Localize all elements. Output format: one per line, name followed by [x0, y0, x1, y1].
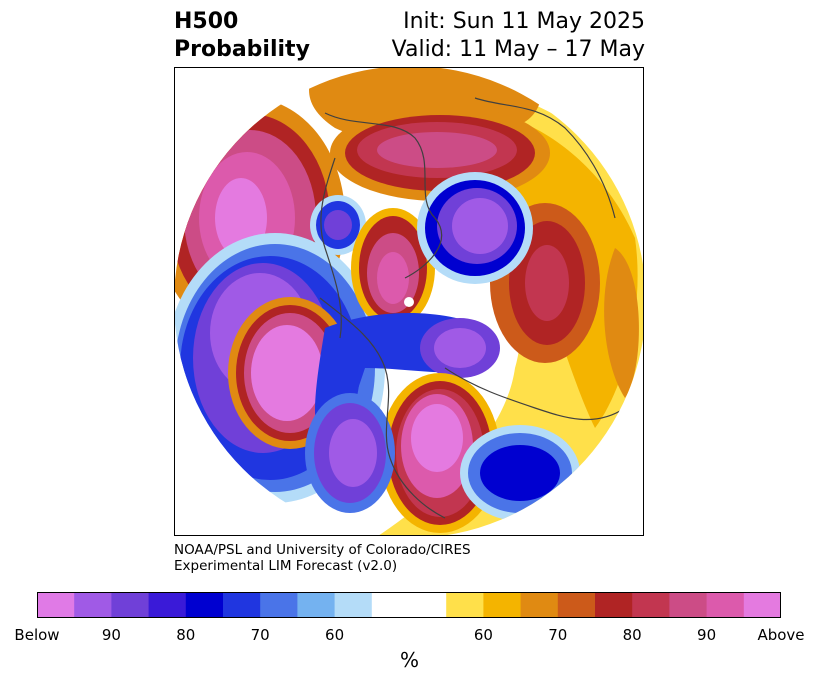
- colorbar-tick-label: 80: [622, 626, 642, 644]
- colorbar-segment: [148, 592, 187, 618]
- colorbar-segment: [37, 592, 75, 618]
- colorbar: [37, 592, 781, 618]
- valid-range: Valid: 11 May – 17 May: [391, 37, 645, 62]
- colorbar-segment: [223, 592, 261, 618]
- colorbar-border: [37, 592, 781, 618]
- init-date: Init: Sun 11 May 2025: [403, 9, 645, 34]
- colorbar-segment: [297, 592, 336, 618]
- credit-text: NOAA/PSL and University of Colorado/CIRE…: [174, 542, 471, 574]
- colorbar-tick-label: 70: [250, 626, 270, 644]
- colorbar-tick-label: 90: [101, 626, 121, 644]
- colorbar-segment: [260, 592, 298, 618]
- colorbar-tick-label: 60: [325, 626, 345, 644]
- colorbar-segment: [371, 592, 447, 618]
- colorbar-segment: [557, 592, 596, 618]
- colorbar-segment: [446, 592, 484, 618]
- colorbar-tick-label: 70: [548, 626, 568, 644]
- colorbar-tick-label: Below: [14, 626, 60, 644]
- credit-line-1: NOAA/PSL and University of Colorado/CIRE…: [174, 542, 471, 558]
- credit-line-2: Experimental LIM Forecast (v2.0): [174, 558, 398, 574]
- title-product: Probability: [174, 37, 310, 62]
- colorbar-ticks: Below 90 80 70 60 60 70 80 90 Above: [0, 626, 819, 646]
- colorbar-segment: [743, 592, 781, 618]
- colorbar-segment: [706, 592, 745, 618]
- colorbar-unit-label: %: [399, 648, 419, 672]
- colorbar-segment: [111, 592, 150, 618]
- title-variable: H500: [174, 9, 239, 34]
- colorbar-segment: [74, 592, 112, 618]
- colorbar-segment: [483, 592, 522, 618]
- map-panel: [174, 67, 644, 536]
- title-right: Init: Sun 11 May 2025 Valid: 11 May – 17…: [392, 8, 645, 64]
- colorbar-segment: [669, 592, 708, 618]
- polar-probability-map: [175, 68, 643, 535]
- colorbar-segment: [334, 592, 373, 618]
- colorbar-tick-label: Above: [757, 626, 805, 644]
- colorbar-segment: [520, 592, 559, 618]
- colorbar-tick-label: 60: [473, 626, 493, 644]
- colorbar-segment: [185, 592, 224, 618]
- colorbar-segment: [632, 592, 670, 618]
- title-left: H500 Probability: [174, 8, 310, 64]
- colorbar-tick-label: 80: [176, 626, 196, 644]
- colorbar-segment: [595, 592, 633, 618]
- colorbar-tick-label: 90: [697, 626, 717, 644]
